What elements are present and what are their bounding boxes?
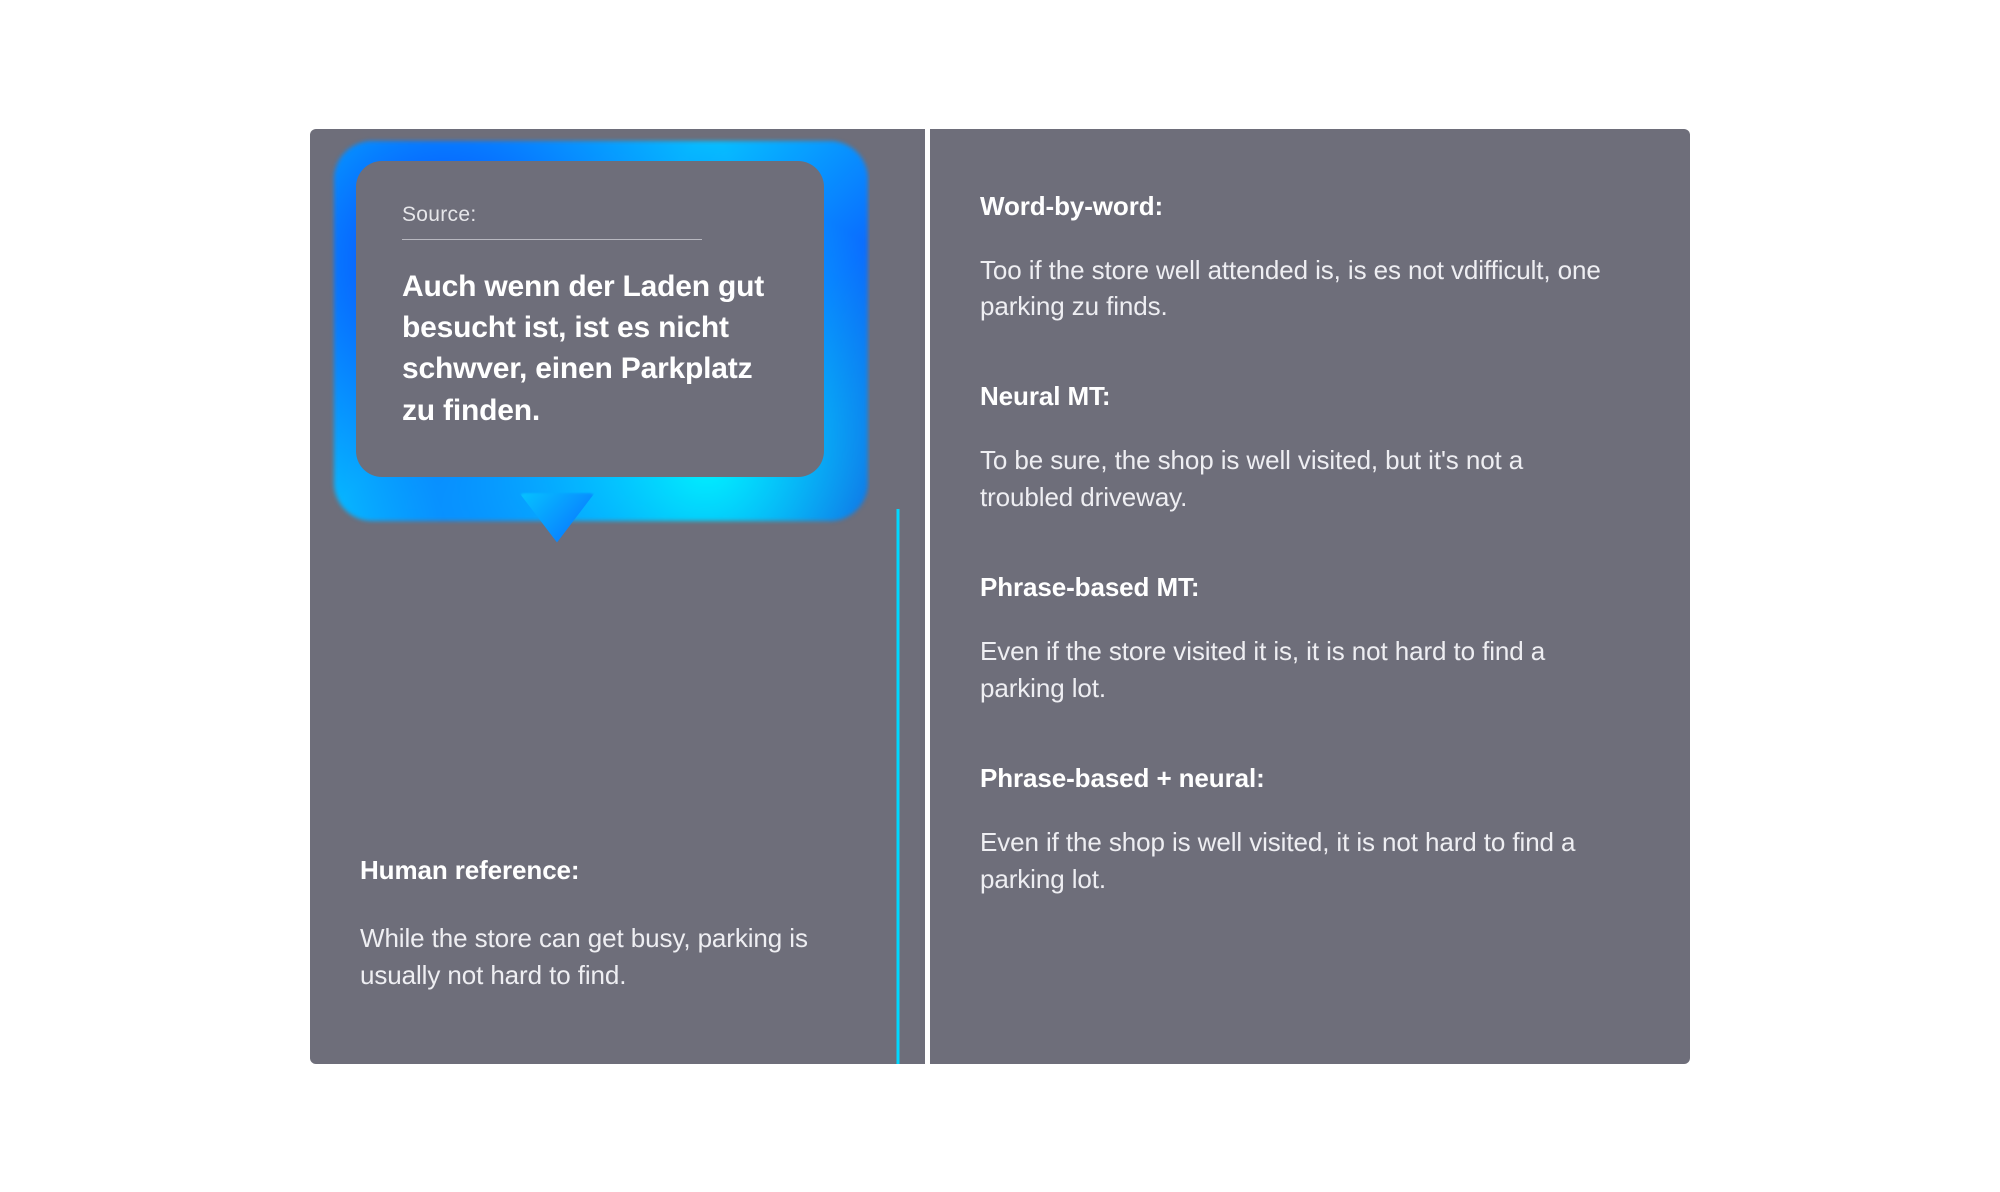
source-divider (402, 239, 702, 240)
translation-title: Phrase-based MT: (980, 572, 1620, 603)
translation-title: Phrase-based + neural: (980, 763, 1620, 794)
source-card-wrap: Source: Auch wenn der Laden gut besucht … (334, 141, 868, 521)
human-reference-title: Human reference: (360, 855, 810, 886)
source-text: Auch wenn der Laden gut besucht ist, ist… (402, 266, 778, 432)
translation-body: To be sure, the shop is well visited, bu… (980, 442, 1620, 516)
source-card: Source: Auch wenn der Laden gut besucht … (356, 161, 824, 477)
translation-block-phrase-based-mt: Phrase-based MT: Even if the store visit… (980, 572, 1620, 707)
source-label: Source: (402, 203, 778, 227)
translation-body: Even if the store visited it is, it is n… (980, 633, 1620, 707)
divider-highlight (896, 509, 899, 1064)
center-divider (870, 129, 925, 1064)
right-panel: Word-by-word: Too if the store well atte… (930, 129, 1690, 1064)
translation-comparison-figure: Source: Auch wenn der Laden gut besucht … (310, 129, 1690, 1064)
left-panel: Source: Auch wenn der Laden gut besucht … (310, 129, 870, 1064)
human-reference-body: While the store can get busy, parking is… (360, 920, 810, 994)
translation-title: Neural MT: (980, 381, 1620, 412)
translation-block-word-by-word: Word-by-word: Too if the store well atte… (980, 191, 1620, 326)
human-reference-block: Human reference: While the store can get… (360, 855, 810, 994)
translation-body: Too if the store well attended is, is es… (980, 252, 1620, 326)
translation-body: Even if the shop is well visited, it is … (980, 824, 1620, 898)
translation-block-phrase-based-neural: Phrase-based + neural: Even if the shop … (980, 763, 1620, 898)
translation-block-neural-mt: Neural MT: To be sure, the shop is well … (980, 381, 1620, 516)
translation-title: Word-by-word: (980, 191, 1620, 222)
